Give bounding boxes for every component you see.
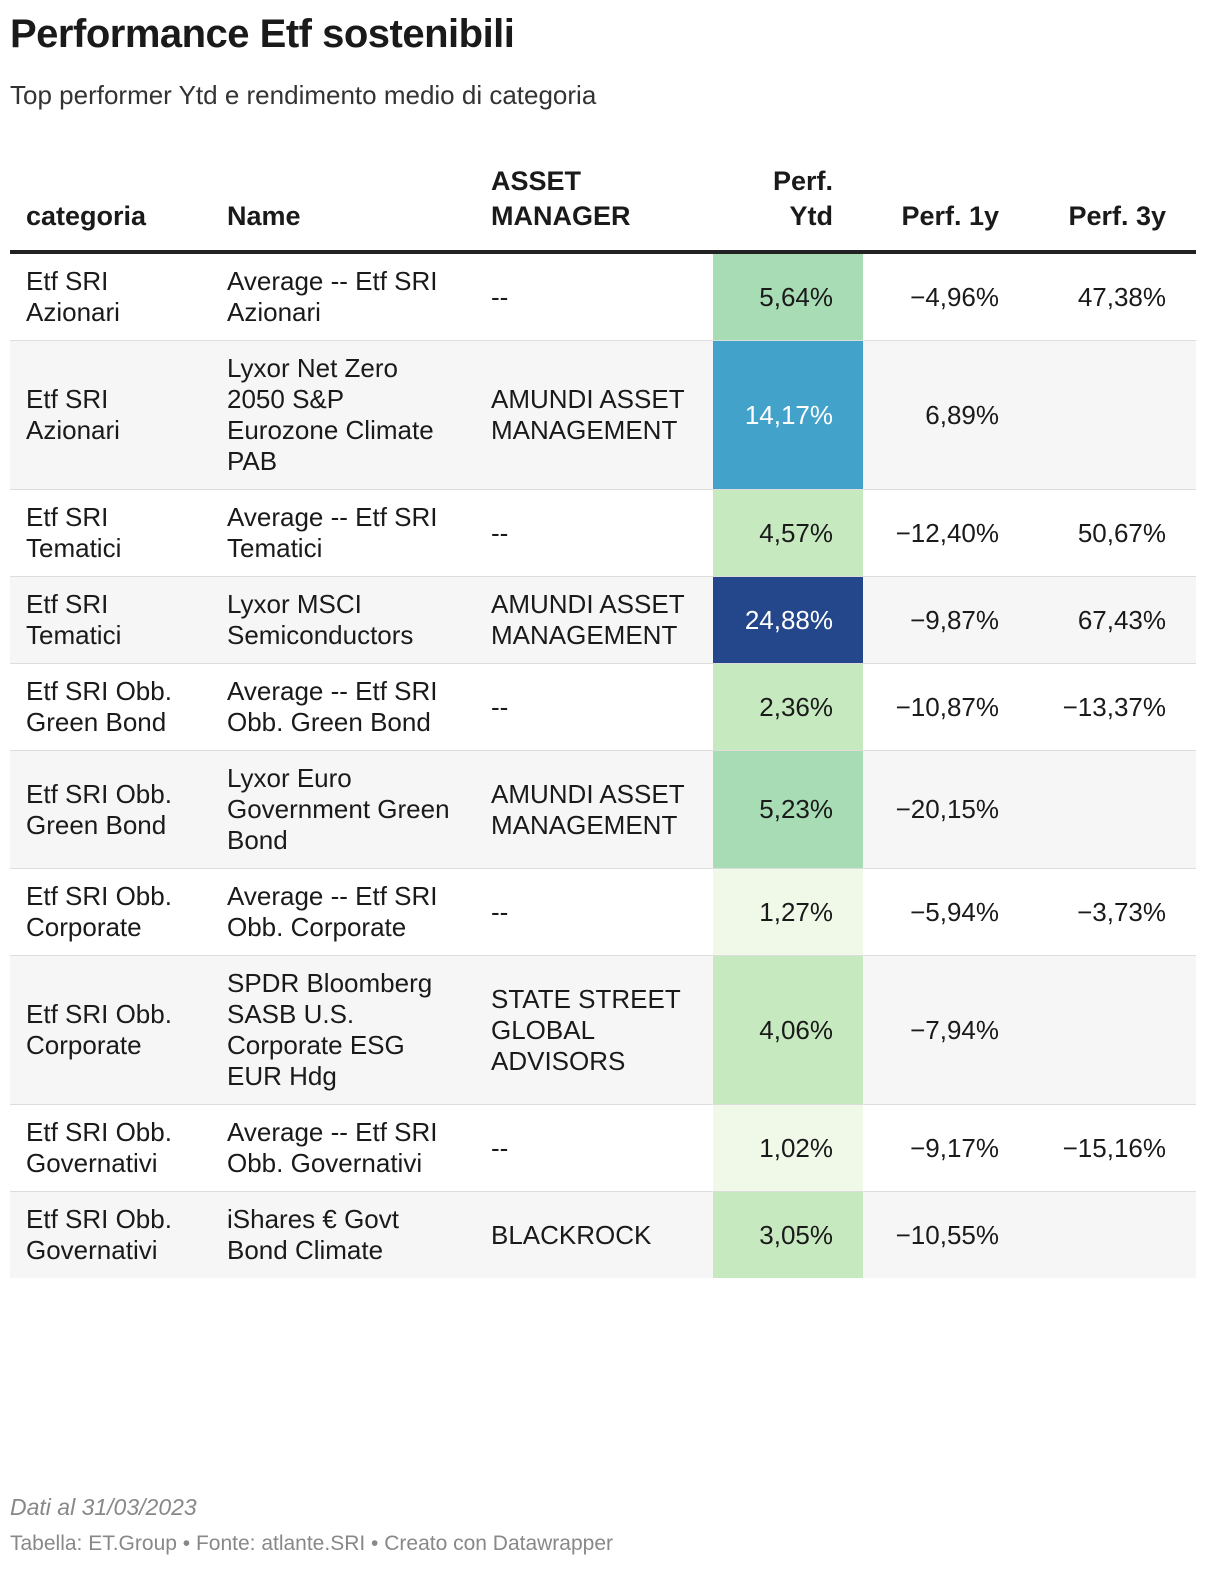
chart-title: Performance Etf sostenibili (10, 12, 515, 56)
cell-asset-manager: AMUNDI ASSET MANAGEMENT (475, 340, 713, 490)
cell-perf-3y (1029, 750, 1196, 869)
cell-perf-ytd: 4,57% (713, 489, 863, 577)
cell-perf-ytd: 2,36% (713, 663, 863, 751)
cell-perf-1y: −10,87% (863, 663, 1029, 751)
cell-perf-3y: 47,38% (1029, 252, 1196, 341)
column-header-perf-3y[interactable]: Perf. 3y (1029, 164, 1196, 254)
cell-categoria: Etf SRI Azionari (10, 340, 211, 490)
cell-categoria: Etf SRI Obb. Governativi (10, 1104, 211, 1192)
table-header-row: categoria Name ASSET MANAGER Perf. Ytd P… (10, 164, 1196, 254)
cell-perf-1y: −9,17% (863, 1104, 1029, 1192)
cell-asset-manager: AMUNDI ASSET MANAGEMENT (475, 576, 713, 664)
table-row: Etf SRI Obb. Corporate SPDR Bloomberg SAS… (10, 955, 1196, 1105)
cell-perf-ytd: 14,17% (713, 340, 863, 490)
cell-perf-3y: 50,67% (1029, 489, 1196, 577)
cell-asset-manager: BLACKROCK (475, 1191, 713, 1278)
cell-asset-manager: -- (475, 489, 713, 577)
cell-categoria: Etf SRI Tematici (10, 576, 211, 664)
cell-perf-3y (1029, 955, 1196, 1105)
cell-categoria: Etf SRI Obb. Governativi (10, 1191, 211, 1278)
cell-categoria: Etf SRI Obb. Corporate (10, 868, 211, 956)
cell-perf-3y (1029, 1191, 1196, 1278)
table-row: Etf SRI Azionari Lyxor Net Zero 2050 S&P … (10, 340, 1196, 490)
cell-perf-1y: −4,96% (863, 252, 1029, 341)
cell-categoria: Etf SRI Azionari (10, 252, 211, 341)
cell-name: Average -- Etf SRI Tematici (211, 489, 475, 577)
chart-subtitle: Top performer Ytd e rendimento medio di … (10, 80, 597, 110)
table-row: Etf SRI Obb. Governativi Average -- Etf S… (10, 1104, 1196, 1192)
cell-name: SPDR Bloomberg SASB U.S. Corporate ESG E… (211, 955, 475, 1105)
table-row: Etf SRI Azionari Average -- Etf SRI Azion… (10, 252, 1196, 341)
column-header-asset-manager[interactable]: ASSET MANAGER (475, 164, 713, 254)
cell-name: Lyxor Euro Government Green Bond (211, 750, 475, 869)
cell-perf-1y: −5,94% (863, 868, 1029, 956)
table-row: Etf SRI Tematici Average -- Etf SRI Temat… (10, 489, 1196, 577)
cell-perf-1y: 6,89% (863, 340, 1029, 490)
table-body: Etf SRI Azionari Average -- Etf SRI Azion… (10, 252, 1196, 1278)
cell-asset-manager: -- (475, 663, 713, 751)
cell-perf-1y: −7,94% (863, 955, 1029, 1105)
table-row: Etf SRI Obb. Green Bond Average -- Etf SR… (10, 663, 1196, 751)
cell-name: Lyxor MSCI Semiconductors (211, 576, 475, 664)
cell-perf-ytd: 24,88% (713, 576, 863, 664)
table-row: Etf SRI Tematici Lyxor MSCI Semiconductor… (10, 576, 1196, 664)
cell-categoria: Etf SRI Obb. Green Bond (10, 750, 211, 869)
cell-asset-manager: -- (475, 1104, 713, 1192)
cell-name: Average -- Etf SRI Azionari (211, 252, 475, 341)
cell-perf-3y (1029, 340, 1196, 490)
cell-perf-ytd: 1,27% (713, 868, 863, 956)
cell-perf-ytd: 5,64% (713, 252, 863, 341)
cell-categoria: Etf SRI Obb. Corporate (10, 955, 211, 1105)
cell-perf-3y: −15,16% (1029, 1104, 1196, 1192)
cell-perf-3y: 67,43% (1029, 576, 1196, 664)
cell-perf-1y: −12,40% (863, 489, 1029, 577)
cell-perf-3y: −13,37% (1029, 663, 1196, 751)
cell-perf-ytd: 4,06% (713, 955, 863, 1105)
performance-table: categoria Name ASSET MANAGER Perf. Ytd P… (10, 164, 1196, 1278)
cell-asset-manager: STATE STREET GLOBAL ADVISORS (475, 955, 713, 1105)
cell-asset-manager: -- (475, 868, 713, 956)
cell-perf-ytd: 1,02% (713, 1104, 863, 1192)
cell-categoria: Etf SRI Obb. Green Bond (10, 663, 211, 751)
column-header-perf-ytd[interactable]: Perf. Ytd (713, 164, 863, 254)
cell-name: Average -- Etf SRI Obb. Governativi (211, 1104, 475, 1192)
cell-categoria: Etf SRI Tematici (10, 489, 211, 577)
source-credit: Tabella: ET.Group • Fonte: atlante.SRI •… (10, 1532, 614, 1555)
cell-perf-ytd: 5,23% (713, 750, 863, 869)
data-date-note: Dati al 31/03/2023 (10, 1494, 197, 1520)
table-row: Etf SRI Obb. Governativi iShares € Govt B… (10, 1191, 1196, 1278)
table-row: Etf SRI Obb. Corporate Average -- Etf SRI… (10, 868, 1196, 956)
cell-perf-1y: −20,15% (863, 750, 1029, 869)
cell-name: iShares € Govt Bond Climate (211, 1191, 475, 1278)
cell-perf-1y: −10,55% (863, 1191, 1029, 1278)
cell-perf-1y: −9,87% (863, 576, 1029, 664)
cell-asset-manager: -- (475, 252, 713, 341)
cell-perf-3y: −3,73% (1029, 868, 1196, 956)
table-row: Etf SRI Obb. Green Bond Lyxor Euro Govern… (10, 750, 1196, 869)
cell-perf-ytd: 3,05% (713, 1191, 863, 1278)
column-header-name[interactable]: Name (211, 164, 475, 254)
cell-asset-manager: AMUNDI ASSET MANAGEMENT (475, 750, 713, 869)
column-header-perf-1y[interactable]: Perf. 1y (863, 164, 1029, 254)
cell-name: Lyxor Net Zero 2050 S&P Eurozone Climate… (211, 340, 475, 490)
cell-name: Average -- Etf SRI Obb. Green Bond (211, 663, 475, 751)
column-header-categoria[interactable]: categoria (10, 164, 211, 254)
cell-name: Average -- Etf SRI Obb. Corporate (211, 868, 475, 956)
